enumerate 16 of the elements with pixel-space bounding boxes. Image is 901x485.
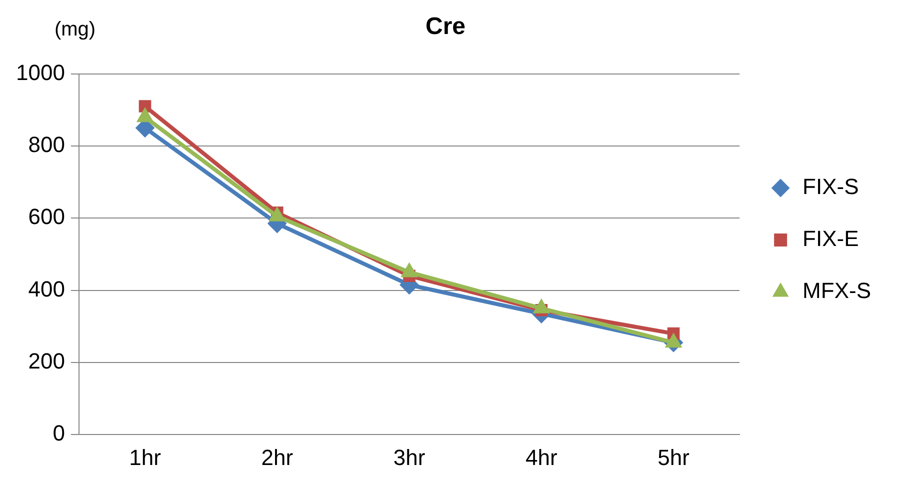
y-axis-title: (mg) (54, 18, 96, 41)
legend-label: FIX-S (802, 174, 859, 200)
x-tick-label: 1hr (129, 444, 161, 470)
x-tick-label: 2hr (261, 444, 294, 470)
y-tick-label: 600 (28, 204, 65, 230)
x-tick-label: 4hr (525, 444, 558, 470)
y-tick-label: 200 (28, 348, 65, 374)
chart-title: Cre (425, 13, 466, 40)
legend-label: MFX-S (802, 278, 872, 304)
y-tick-label: 0 (52, 420, 65, 446)
x-tick-label: 5hr (658, 444, 690, 470)
y-tick-label: 1000 (16, 60, 65, 85)
x-tick-label: 3hr (393, 444, 426, 470)
legend-label: FIX-E (802, 226, 859, 252)
y-tick-label: 800 (28, 132, 65, 158)
y-tick-label: 400 (28, 276, 65, 302)
